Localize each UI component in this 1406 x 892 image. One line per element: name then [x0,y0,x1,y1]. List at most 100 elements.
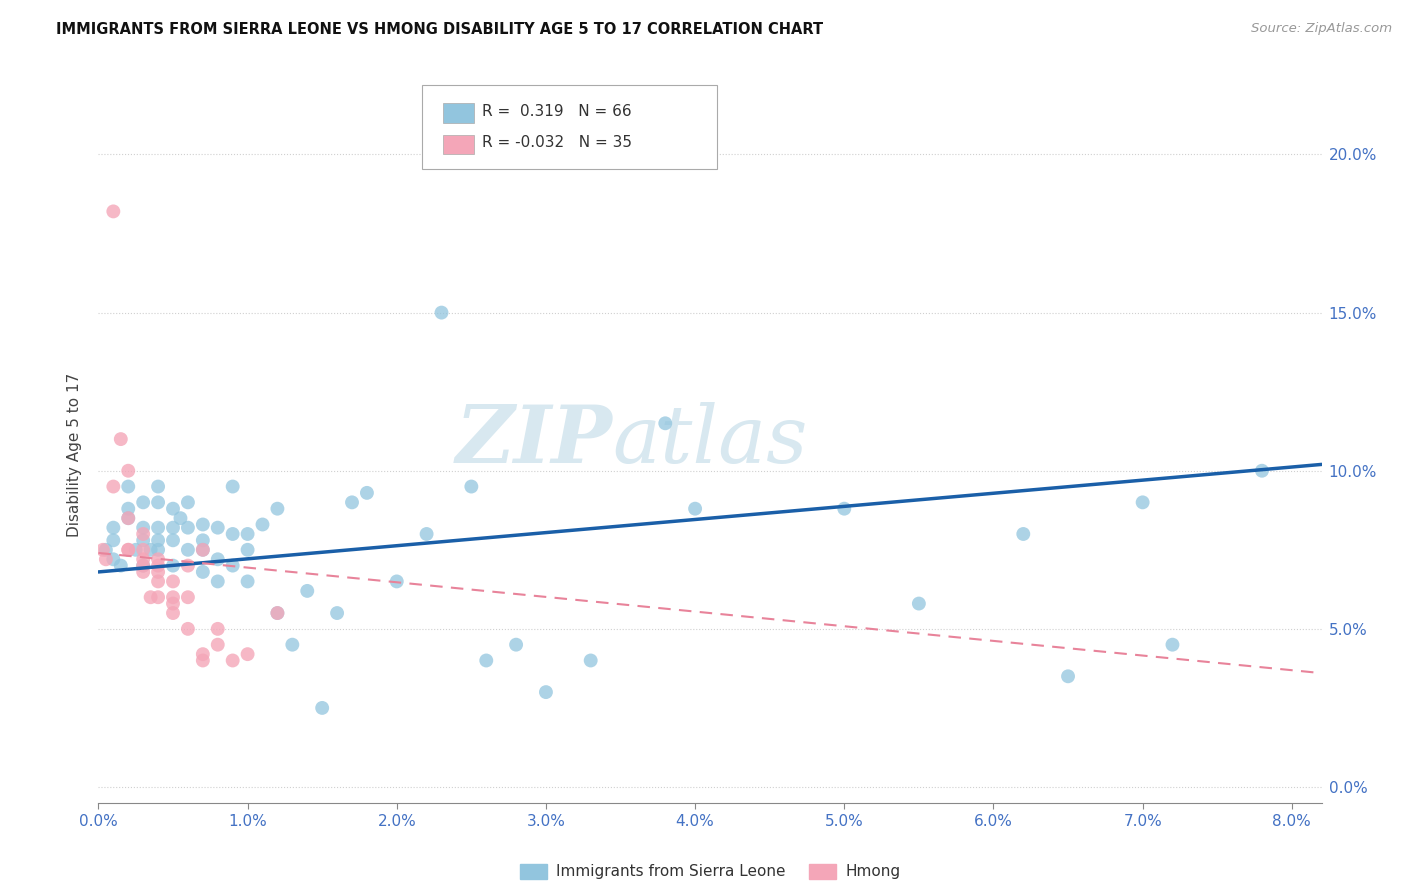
Point [311,701,333,715]
Point [162,591,184,605]
Point [1012,527,1035,541]
Point [132,558,155,573]
Point [430,305,453,319]
Point [94,552,117,566]
Point [356,486,378,500]
Point [297,583,319,598]
Point [162,574,184,589]
Point [236,542,259,557]
Point [162,597,184,611]
Point [146,558,169,573]
Point [266,501,288,516]
Point [177,591,200,605]
Text: atlas: atlas [612,402,807,480]
Point [579,653,602,667]
Point [146,552,169,566]
Text: R =  0.319   N = 66: R = 0.319 N = 66 [482,103,631,119]
Point [103,479,125,493]
Point [177,542,200,557]
Point [162,606,184,620]
Point [169,511,191,525]
Point [1057,669,1080,683]
Point [236,574,259,589]
Point [117,542,139,557]
Point [207,552,229,566]
Point [832,501,855,516]
Point [177,521,200,535]
Point [191,653,214,667]
Point [139,542,162,557]
Point [221,558,243,573]
Point [117,479,139,493]
Point [191,542,214,557]
Point [146,574,169,589]
Point [132,552,155,566]
Point [191,517,214,532]
Point [221,527,243,541]
Point [139,591,162,605]
Point [132,542,155,557]
Point [103,533,125,548]
Point [207,574,229,589]
Point [146,591,169,605]
Point [475,653,498,667]
Point [117,511,139,525]
Point [103,204,125,219]
Point [177,495,200,509]
Point [132,533,155,548]
Point [103,552,125,566]
Point [207,622,229,636]
Y-axis label: Disability Age 5 to 17: Disability Age 5 to 17 [67,373,83,537]
Point [146,479,169,493]
Point [191,542,214,557]
Point [1251,464,1274,478]
Point [191,647,214,661]
Point [110,432,132,446]
Point [221,653,243,667]
Point [191,565,214,579]
Point [91,542,114,557]
Point [125,542,148,557]
Point [103,521,125,535]
Point [117,501,139,516]
Point [191,533,214,548]
Point [415,527,437,541]
Point [340,495,363,509]
Point [162,521,184,535]
Point [146,542,169,557]
Point [94,542,117,557]
Point [266,606,288,620]
Point [207,638,229,652]
Point [110,558,132,573]
Point [654,417,676,431]
Point [326,606,349,620]
Point [146,495,169,509]
Text: ZIP: ZIP [456,402,612,480]
Point [266,606,288,620]
Point [146,521,169,535]
Point [177,622,200,636]
Point [117,511,139,525]
Point [132,495,155,509]
Point [908,597,931,611]
Point [146,565,169,579]
Point [534,685,557,699]
Point [683,501,706,516]
Point [132,558,155,573]
Point [132,521,155,535]
Point [1161,638,1184,652]
Point [236,647,259,661]
Point [236,527,259,541]
Point [460,479,482,493]
Point [162,558,184,573]
Point [207,521,229,535]
Point [385,574,408,589]
Point [162,533,184,548]
Text: R = -0.032   N = 35: R = -0.032 N = 35 [482,136,633,151]
Point [281,638,304,652]
Point [146,533,169,548]
Point [132,565,155,579]
Point [252,517,274,532]
Point [132,527,155,541]
Point [177,558,200,573]
